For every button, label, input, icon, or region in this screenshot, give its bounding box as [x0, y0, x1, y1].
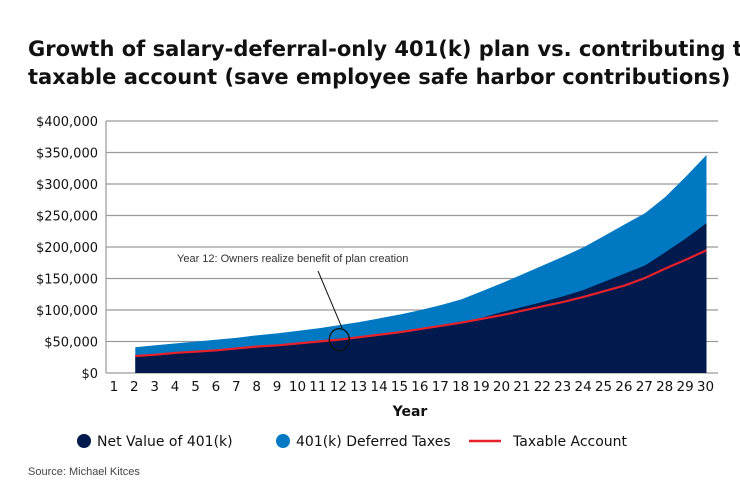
y-axis-ticks: $0 $50,000 $100,000 $150,000 $200,000 $250,00…	[36, 115, 98, 382]
x-tick-label: 4	[171, 379, 180, 395]
annotation-circle	[328, 327, 350, 352]
x-tick-label: 5	[191, 379, 200, 395]
x-tick-label: 24	[575, 379, 592, 395]
x-tick-label: 9	[273, 379, 282, 395]
legend: Net Value of 401(k) 401(k) Deferred Taxes…	[77, 434, 628, 450]
x-tick-label: 8	[252, 379, 261, 395]
y-tick-label: $250,000	[36, 210, 98, 225]
x-tick-label: 13	[350, 379, 367, 395]
x-tick-label: 21	[513, 379, 530, 395]
x-tick-label: 17	[432, 379, 449, 395]
x-tick-label: 20	[493, 379, 510, 395]
y-tick-label: $400,000	[36, 115, 98, 130]
annotation-pointer	[317, 270, 343, 329]
annotation: Year 12: Owners realize benefit of plan …	[177, 253, 408, 352]
x-tick-label: 2	[130, 379, 139, 395]
x-axis-label: Year	[392, 404, 428, 420]
x-tick-label: 3	[150, 379, 159, 395]
x-tick-label: 19	[473, 379, 490, 395]
x-tick-label: 23	[554, 379, 571, 395]
x-tick-label: 15	[391, 379, 408, 395]
area-net-value-401k	[135, 223, 707, 373]
x-tick-label: 14	[371, 379, 388, 395]
x-tick-label: 12	[330, 379, 347, 395]
legend-swatch	[276, 434, 290, 448]
legend-label: Taxable Account	[512, 434, 628, 450]
x-tick-label: 30	[697, 379, 714, 395]
x-tick-label: 16	[411, 379, 428, 395]
y-tick-label: $300,000	[36, 178, 98, 193]
x-tick-label: 22	[534, 379, 551, 395]
x-tick-label: 25	[595, 379, 612, 395]
x-tick-label: 29	[677, 379, 694, 395]
x-tick-label: 26	[615, 379, 632, 395]
x-tick-label: 7	[232, 379, 241, 395]
x-tick-label: 28	[656, 379, 673, 395]
x-tick-label: 27	[636, 379, 653, 395]
annotation-text: Year 12: Owners realize benefit of plan …	[177, 253, 408, 265]
chart-title-line-2: taxable account (save employee safe harb…	[28, 65, 730, 89]
chart-title-line-1: Growth of salary-deferral-only 401(k) pl…	[28, 37, 740, 61]
line-taxable-account	[135, 249, 707, 358]
x-axis-ticks: 1 2 3 4 5 6 7 8 9 10 11 12 13 14 15 16 17 18 19 20 21 22 23 24 2…	[110, 379, 714, 395]
source-note: Source: Michael Kitces	[28, 466, 140, 478]
y-tick-label: $100,000	[36, 304, 98, 319]
y-tick-label: $350,000	[36, 147, 98, 162]
x-tick-label: 11	[309, 379, 326, 395]
x-tick-label: 6	[212, 379, 221, 395]
legend-label: 401(k) Deferred Taxes	[296, 434, 451, 450]
x-tick-label: 18	[452, 379, 469, 395]
x-tick-label: 10	[289, 379, 306, 395]
y-tick-label: $50,000	[44, 336, 98, 351]
legend-label: Net Value of 401(k)	[97, 434, 233, 450]
x-tick-label: 1	[110, 379, 119, 395]
legend-swatch	[77, 434, 91, 448]
plot-areas	[135, 155, 707, 373]
y-tick-label: $0	[81, 367, 98, 382]
y-tick-label: $150,000	[36, 273, 98, 288]
y-tick-label: $200,000	[36, 241, 98, 256]
